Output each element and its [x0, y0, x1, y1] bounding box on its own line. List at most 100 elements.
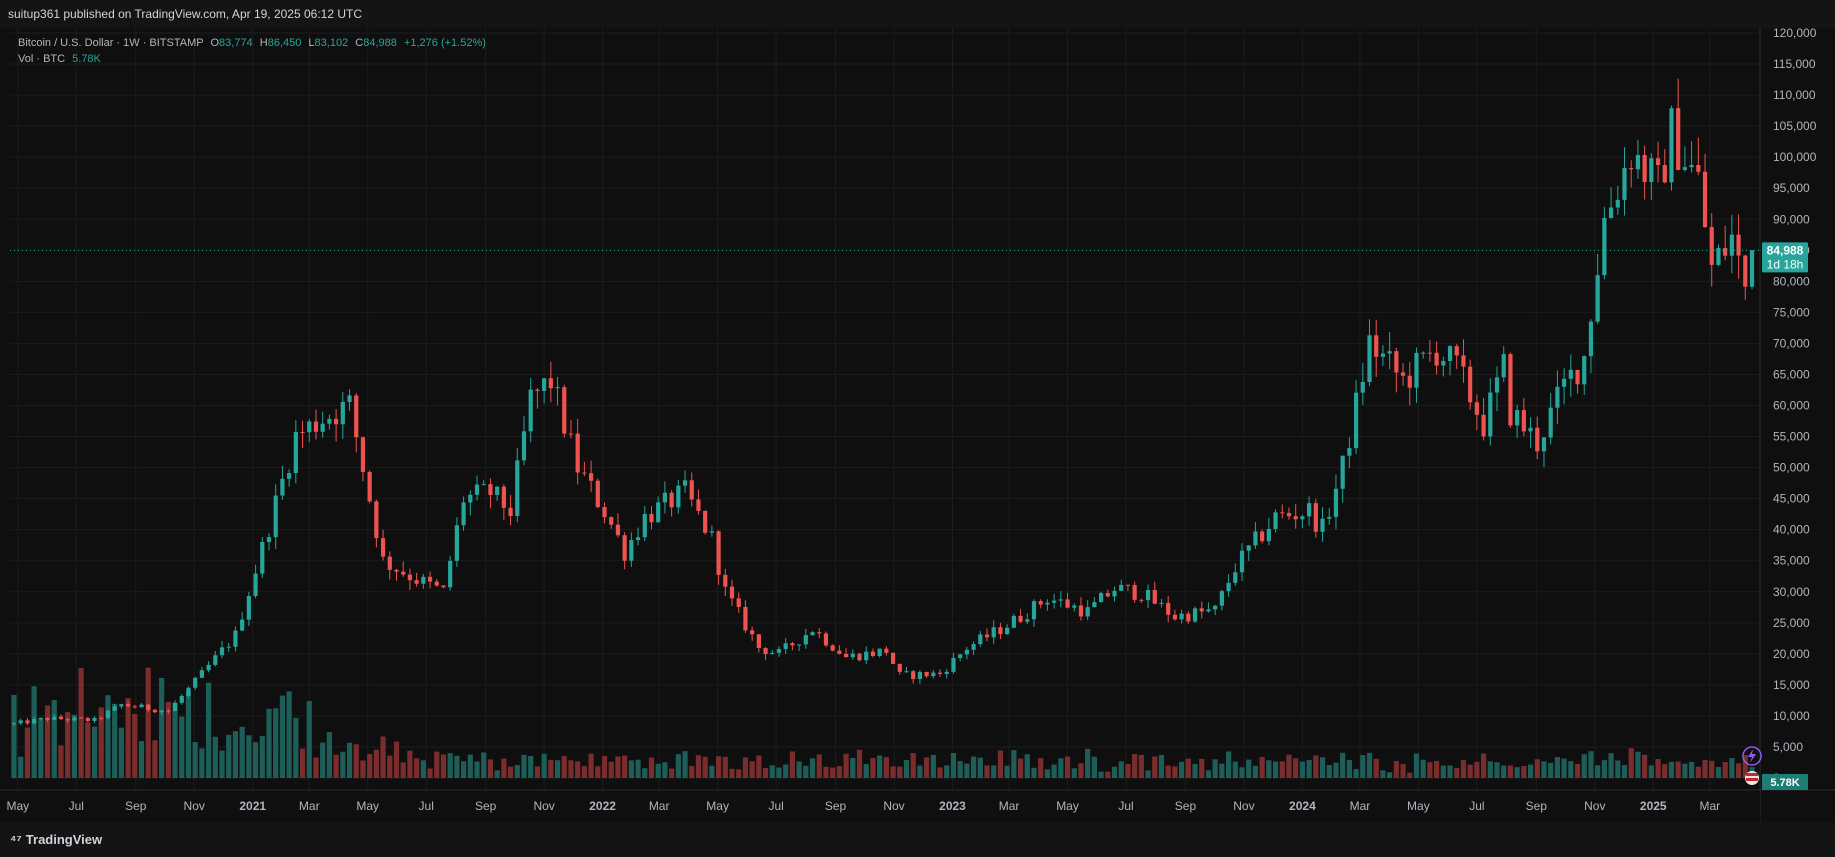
candle-body: [1038, 601, 1043, 605]
volume-bar: [756, 755, 762, 778]
volume-bar: [1064, 756, 1071, 778]
price-tick-label: 115,000: [1773, 57, 1816, 71]
volume-bar: [1534, 759, 1540, 778]
volume-bar: [1675, 761, 1681, 778]
candle-body: [441, 585, 446, 588]
flag-icon[interactable]: [1745, 771, 1759, 785]
candle-body: [548, 378, 553, 389]
volume-bar: [984, 765, 990, 778]
volume-bar: [850, 757, 856, 778]
chart-area[interactable]: [0, 28, 1835, 822]
volume-bar: [1494, 762, 1500, 778]
symbol-label[interactable]: Bitcoin / U.S. Dollar · 1W · BITSTAMP: [18, 37, 204, 49]
volume-bar: [24, 727, 31, 778]
time-tick-label: May: [356, 799, 379, 813]
candle-body: [1280, 512, 1285, 514]
candle-body: [716, 531, 721, 575]
candle-body: [696, 499, 701, 511]
candle-body: [1139, 599, 1144, 601]
candle-body: [434, 581, 439, 586]
volume-bar: [58, 745, 64, 778]
candle-body: [790, 643, 795, 646]
candle-body: [461, 502, 466, 526]
candle-body: [233, 630, 238, 647]
candle-body: [1098, 593, 1104, 603]
candle-body: [1300, 516, 1305, 520]
candle-body: [1615, 199, 1620, 208]
time-tick-label: 2023: [939, 799, 966, 813]
candle-body: [521, 431, 527, 461]
bottom-bar: [0, 822, 1835, 857]
volume-bar: [400, 762, 406, 778]
volume-bar: [78, 667, 84, 778]
volume-bar: [628, 760, 634, 778]
volume-bar: [615, 756, 621, 778]
candle-body: [1468, 366, 1473, 403]
candle-body: [703, 510, 708, 533]
candle-body: [206, 664, 211, 671]
price-tick-label: 10,000: [1773, 709, 1810, 723]
volume-bar: [1507, 765, 1514, 778]
tradingview-logo[interactable]: ⁴⁷ TradingView: [10, 832, 102, 847]
candle-body: [448, 560, 453, 588]
candle-body: [92, 717, 97, 721]
candle-body: [736, 598, 741, 607]
volume-bar: [138, 741, 145, 778]
price-tick-label: 55,000: [1773, 430, 1810, 444]
candle-body: [810, 632, 815, 636]
lightning-icon[interactable]: [1742, 746, 1762, 766]
volume-bar: [360, 760, 366, 778]
volume-bar: [427, 768, 433, 778]
time-tick-label: Jul: [69, 799, 84, 813]
volume-label[interactable]: Vol · BTC: [18, 53, 66, 65]
ohlc-row: Bitcoin / U.S. Dollar · 1W · BITSTAMP O8…: [18, 35, 486, 51]
candle-body: [1588, 321, 1594, 357]
volume-bar: [152, 740, 158, 778]
time-tick-label: Sep: [1175, 799, 1197, 813]
candle-body: [1052, 600, 1057, 603]
volume-bar: [796, 761, 802, 778]
volume-bar: [1467, 764, 1473, 778]
volume-bar: [1689, 761, 1695, 778]
candle-body: [1702, 171, 1708, 228]
candle-body: [1246, 545, 1251, 551]
volume-bar: [890, 766, 896, 778]
volume-bar: [494, 770, 500, 778]
candle-body: [1025, 619, 1030, 622]
price-tick-label: 30,000: [1773, 585, 1810, 599]
volume-bar: [320, 742, 326, 778]
time-tick-label: May: [1056, 799, 1079, 813]
volume-bar: [836, 766, 842, 778]
candle-body: [1313, 503, 1318, 532]
volume-bar: [1279, 761, 1285, 778]
time-tick-label: 2022: [589, 799, 616, 813]
time-tick-label: Nov: [533, 799, 554, 813]
candle-body: [944, 671, 949, 674]
time-tick-label: Jul: [1469, 799, 1484, 813]
volume-bar: [521, 754, 527, 778]
volume-bar: [1145, 770, 1151, 778]
price-tick-label: 45,000: [1773, 492, 1810, 506]
candle-body: [1501, 354, 1506, 378]
candle-body: [958, 654, 963, 658]
candle-body: [1454, 346, 1459, 356]
candles: [11, 78, 1755, 726]
volume-bar: [38, 718, 44, 778]
candle-body: [1045, 602, 1050, 605]
volume-bar: [293, 717, 299, 778]
candle-body: [1266, 528, 1271, 542]
price-chart[interactable]: 120,000 115,000 110,000 105,000 100,000 95,00…: [0, 0, 1835, 822]
candle-body: [971, 644, 976, 650]
volume-bar: [118, 727, 124, 778]
volume-bar: [434, 751, 440, 778]
volume-bar: [105, 695, 111, 778]
volume-bar: [1548, 762, 1554, 778]
candle-body: [656, 502, 661, 523]
volume-bar: [897, 766, 903, 778]
candle-body: [1145, 589, 1151, 601]
candle-body: [803, 635, 808, 645]
volume-bar: [769, 765, 775, 778]
candle-body: [528, 389, 533, 432]
candle-body: [575, 433, 580, 473]
volume-bar: [1360, 755, 1366, 778]
